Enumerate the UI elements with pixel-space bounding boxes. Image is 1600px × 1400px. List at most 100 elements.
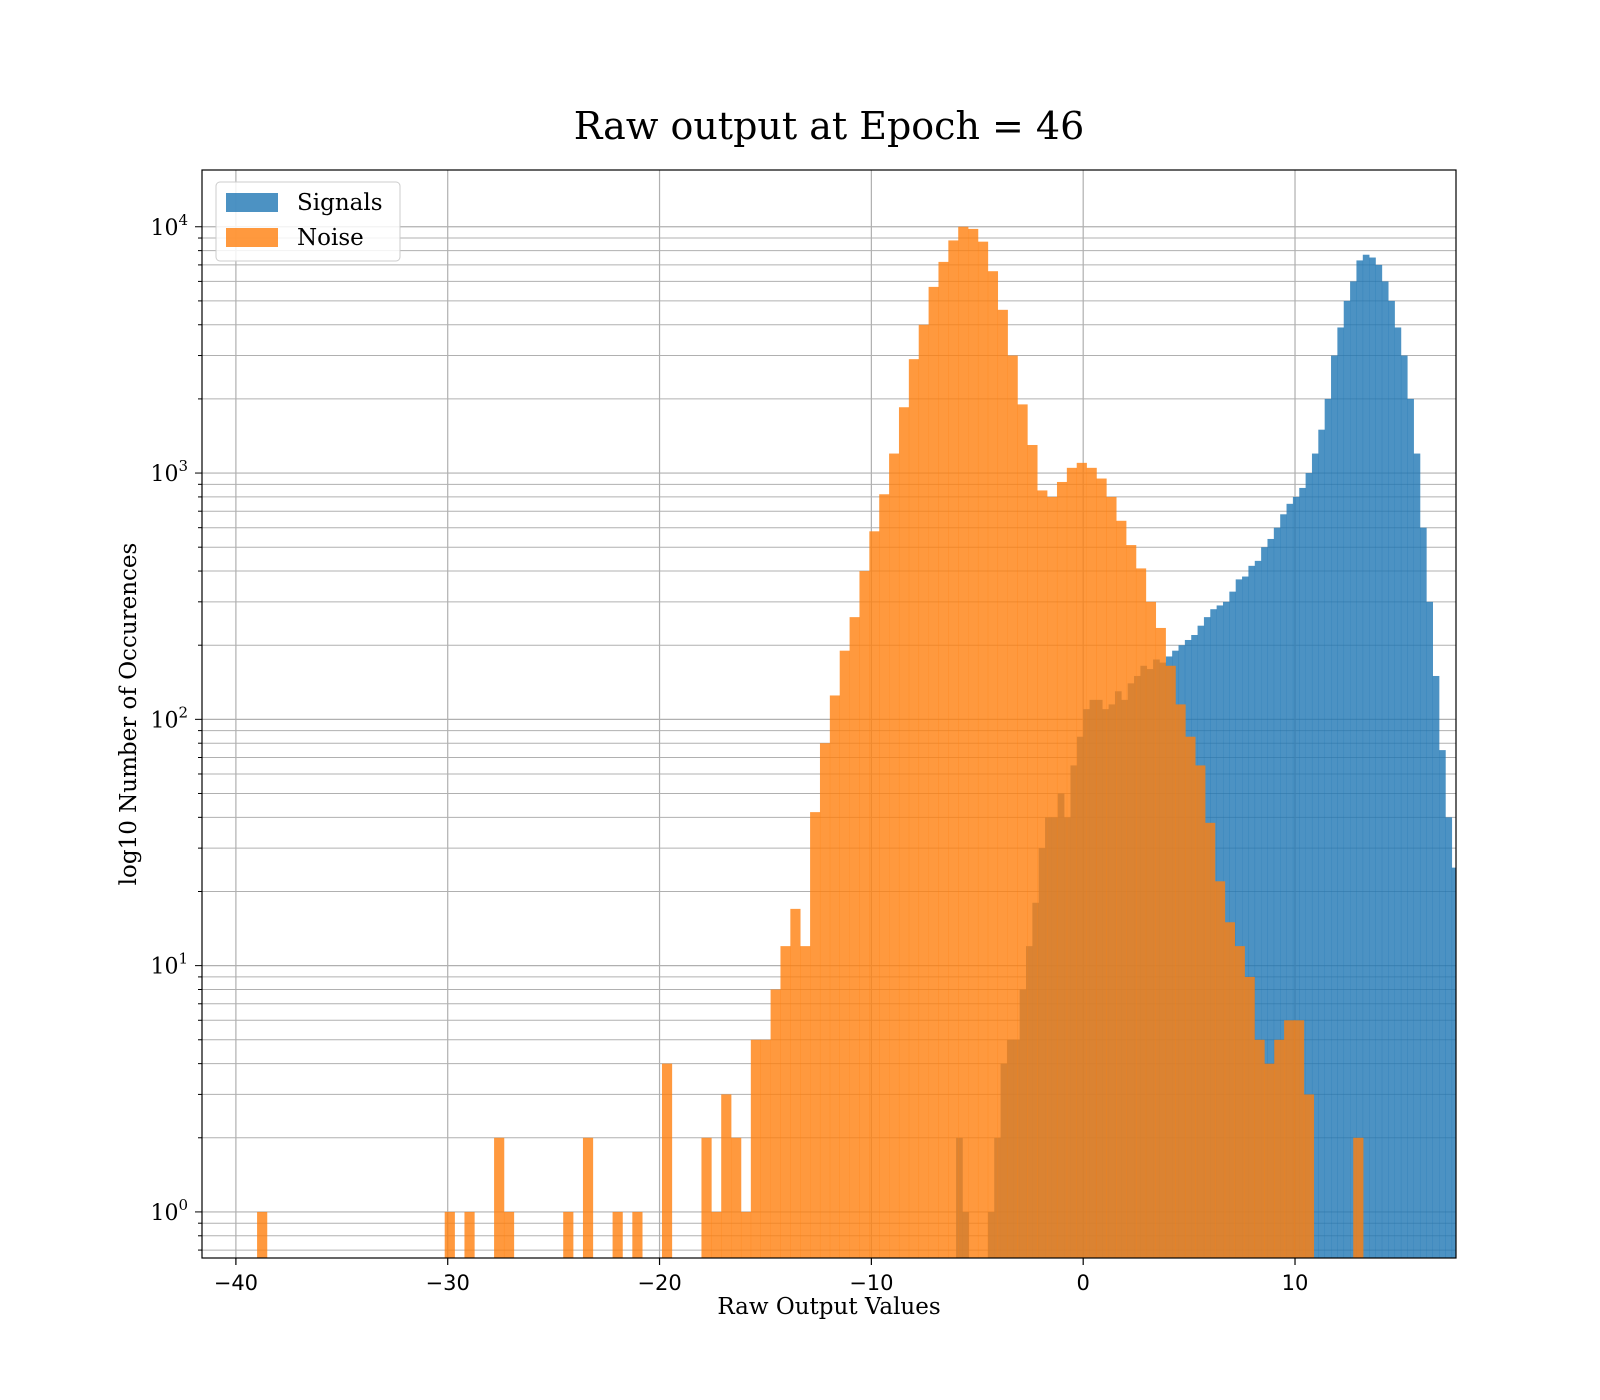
bar-noise (701, 1137, 712, 1258)
bar-noise (918, 324, 929, 1258)
bar-noise (1185, 736, 1196, 1258)
bar-signals (1299, 487, 1306, 1258)
bar-signals (1318, 429, 1325, 1258)
y-tick-label: 100 (150, 1196, 188, 1226)
bar-signals (1273, 527, 1281, 1258)
bar-noise (997, 309, 1008, 1258)
bar-noise (800, 946, 811, 1258)
bar-noise (1205, 822, 1216, 1258)
bar-noise (859, 571, 870, 1258)
bar-signals (1267, 538, 1275, 1258)
y-tick-label: 101 (150, 950, 188, 980)
bar-noise (898, 407, 910, 1258)
bar-noise (770, 989, 781, 1258)
bar-noise (632, 1211, 643, 1258)
bar-signals (1464, 966, 1471, 1260)
bar-noise (810, 812, 821, 1258)
bar-signals (1432, 675, 1440, 1258)
bar-noise (1066, 467, 1078, 1258)
bar-signals (1458, 922, 1465, 1260)
bar-noise (750, 1039, 762, 1258)
x-tick-label: −40 (214, 1271, 258, 1295)
x-tick-label: 0 (1077, 1271, 1090, 1295)
bar-noise (1017, 404, 1028, 1258)
bar-signals (1235, 579, 1243, 1258)
bar-signals (1305, 473, 1313, 1258)
bar-noise (563, 1211, 574, 1258)
legend-noise-swatch (226, 228, 278, 247)
bar-signals (1407, 398, 1414, 1258)
bar-signals (1331, 355, 1338, 1258)
bar-noise (494, 1137, 505, 1258)
bar-noise (1195, 765, 1206, 1258)
series-noise (257, 226, 1364, 1258)
bar-noise (879, 494, 890, 1258)
bar-noise (1303, 1094, 1315, 1258)
bar-noise (721, 1094, 732, 1258)
bar-noise (889, 453, 900, 1258)
legend-noise-label: Noise (297, 225, 364, 251)
bar-noise (1224, 922, 1236, 1258)
y-axis-label: log10 Number of Occurences (116, 543, 142, 886)
x-tick-label: −30 (426, 1271, 470, 1295)
bar-noise (968, 228, 979, 1258)
bar-noise (1116, 520, 1127, 1258)
bar-signals (1343, 300, 1351, 1258)
bar-noise (987, 271, 999, 1258)
bar-signals (1451, 867, 1456, 1258)
bar-signals (1439, 750, 1446, 1258)
bar-noise (1047, 496, 1058, 1258)
bar-noise (1007, 355, 1018, 1258)
y-tick-label: 102 (150, 703, 188, 733)
bar-noise (1165, 665, 1176, 1258)
bar-signals (1248, 565, 1256, 1258)
bar-noise (928, 286, 939, 1258)
bar-noise (661, 1063, 673, 1258)
bar-noise (1214, 881, 1226, 1258)
bar-noise (711, 1211, 722, 1258)
bar-noise (948, 240, 959, 1258)
x-tick-label: 10 (1282, 1271, 1309, 1295)
x-tick-label: −20 (637, 1271, 681, 1295)
bar-noise (760, 1039, 771, 1258)
bar-signals (1400, 355, 1408, 1258)
bar-signals (1324, 398, 1332, 1258)
bar-noise (908, 359, 920, 1258)
legend-signals-label: Signals (297, 190, 383, 216)
bar-noise (938, 261, 949, 1258)
bar-signals (1413, 453, 1421, 1258)
bar-noise (819, 743, 831, 1258)
bar-noise (503, 1211, 515, 1258)
histogram-bars (257, 226, 1471, 1260)
bar-noise (977, 241, 989, 1258)
bar-noise (1254, 1039, 1265, 1258)
chart-title: Raw output at Epoch = 46 (573, 104, 1085, 148)
plot-frame (201, 169, 1457, 1259)
bar-noise (1145, 601, 1157, 1258)
bar-noise (1234, 946, 1245, 1258)
bar-noise (1037, 490, 1048, 1258)
bar-signals (1286, 503, 1294, 1258)
bar-noise (839, 650, 850, 1258)
bar-signals (1426, 601, 1433, 1258)
bar-signals (1356, 260, 1364, 1258)
bar-signals (1394, 327, 1402, 1258)
bar-noise (1264, 1063, 1275, 1258)
bar-noise (1076, 462, 1087, 1258)
bar-signals (1254, 560, 1262, 1258)
bar-signals (1388, 300, 1395, 1258)
bar-signals (1350, 281, 1357, 1258)
bar-signals (1242, 576, 1249, 1258)
bar-signals (1445, 817, 1453, 1258)
x-axis-label: Raw Output Values (717, 1294, 940, 1320)
bar-noise (1106, 496, 1117, 1258)
bar-noise (1027, 444, 1038, 1258)
bar-signals (1337, 327, 1345, 1258)
bar-noise (1274, 1039, 1285, 1258)
y-tick-label: 103 (150, 457, 188, 487)
bar-signals (1261, 547, 1268, 1258)
bar-noise (790, 908, 801, 1258)
bar-signals (1362, 254, 1370, 1258)
bar-noise (740, 1211, 752, 1258)
